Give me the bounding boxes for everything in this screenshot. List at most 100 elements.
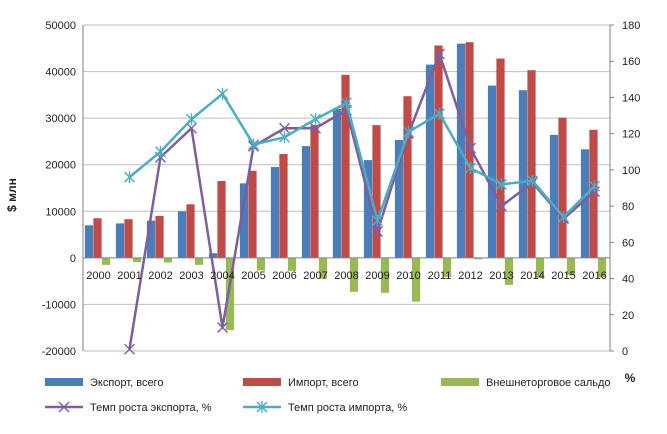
bar (442, 257, 452, 277)
bar (372, 125, 381, 258)
y-tick-label: -20000 (42, 346, 76, 358)
bar (566, 257, 576, 276)
bar (239, 183, 249, 258)
legend-swatch (243, 378, 281, 386)
x-tick-label: 2013 (489, 270, 513, 282)
y2-tick-label: 160 (622, 56, 640, 68)
line-marker (310, 113, 321, 126)
line-marker (496, 200, 507, 212)
x-tick-label: 2014 (520, 270, 544, 282)
legend-label: Темп роста импорта, % (288, 402, 407, 414)
bar (527, 70, 536, 258)
bar (473, 257, 483, 260)
bar (394, 140, 404, 258)
bar (504, 257, 514, 285)
line-marker (434, 48, 445, 60)
bar (155, 215, 164, 258)
line-marker (589, 180, 600, 193)
bar (434, 45, 443, 258)
bar (124, 219, 133, 258)
legend-label: Экспорт, всего (90, 377, 163, 389)
series-line (128, 92, 596, 222)
line-marker (124, 171, 135, 184)
legend-entry: Темп роста экспорта, % (45, 401, 212, 414)
bar (332, 108, 342, 258)
x-tick-label: 2016 (582, 270, 606, 282)
x-tick-label: 2003 (179, 270, 203, 282)
bar (270, 167, 280, 258)
bar (363, 160, 373, 258)
x-tick-label: 2006 (272, 270, 296, 282)
line-marker (186, 113, 197, 126)
bar (380, 257, 390, 293)
x-tick-label: 2011 (428, 270, 452, 282)
line-marker (248, 138, 259, 151)
bar (558, 117, 567, 258)
bar (580, 149, 590, 258)
y-tick-label: 10000 (45, 206, 76, 218)
y2-tick-label: 20 (622, 310, 634, 322)
line-marker (465, 162, 476, 175)
x-tick-label: 2007 (303, 270, 327, 282)
y2-tick-label: 140 (622, 92, 640, 104)
series-line (128, 52, 596, 350)
bar (93, 218, 102, 258)
bar (101, 257, 111, 265)
legend: Экспорт, всего Импорт, всего Внешнеторгово… (45, 377, 611, 414)
y2-tick-label: 80 (622, 201, 634, 213)
y2-tick-label: 60 (622, 237, 634, 249)
line-marker (155, 145, 166, 158)
legend-swatch (441, 378, 479, 386)
legend-label: Импорт, всего (288, 377, 359, 389)
line-marker (465, 142, 476, 154)
y2-tick-label: 0 (622, 346, 628, 358)
y-axis-label: $ млн (5, 178, 19, 212)
x-tick-label: 2001 (117, 270, 141, 282)
axes: 50000400003000020000100000-10000-2000018… (42, 20, 641, 358)
x-tick-label: 2000 (86, 270, 110, 282)
legend-entry: Темп роста импорта, % (243, 401, 407, 414)
line-marker (217, 87, 228, 100)
y2-tick-label: 180 (622, 20, 640, 32)
line-marker (496, 178, 507, 191)
legend-label: Темп роста экспорта, % (90, 402, 212, 414)
y2-axis-label: % (625, 371, 636, 385)
y-tick-label: 20000 (45, 160, 76, 172)
line-marker (217, 321, 228, 333)
line-marker (372, 225, 383, 237)
bar (256, 257, 266, 271)
bar (318, 257, 328, 279)
bar (341, 74, 350, 258)
bar (217, 181, 226, 258)
bar (146, 220, 156, 258)
bar (518, 90, 528, 258)
line-marker (124, 343, 135, 355)
legend-entry: Экспорт, всего (45, 377, 163, 389)
y2-tick-label: 120 (622, 129, 640, 141)
bar (310, 125, 319, 258)
y2-tick-label: 40 (622, 274, 634, 286)
bar (349, 257, 359, 292)
line-marker (279, 131, 290, 144)
x-tick-label: 2015 (551, 270, 575, 282)
bar (597, 257, 607, 278)
y2-tick-label: 100 (622, 165, 640, 177)
y-tick-label: 50000 (45, 20, 76, 32)
bar (225, 257, 235, 331)
y-tick-label: 0 (70, 253, 76, 265)
line-marker (341, 96, 352, 109)
bar (115, 223, 125, 258)
line-marker (527, 174, 538, 187)
bar (177, 211, 187, 258)
legend-label: Внешнеторговое сальдо (486, 377, 611, 389)
legend-entry: Импорт, всего (243, 377, 359, 389)
line-marker (256, 401, 268, 413)
line-marker (558, 210, 569, 223)
x-tick-label: 2012 (458, 270, 482, 282)
bar (287, 257, 297, 271)
x-tick-label: 2009 (365, 270, 389, 282)
x-tick-label: 2004 (210, 270, 234, 282)
line-marker (372, 214, 383, 227)
y-tick-label: 30000 (45, 113, 76, 125)
